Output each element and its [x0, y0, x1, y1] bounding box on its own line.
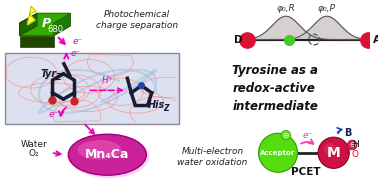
Text: ⊖: ⊖: [349, 140, 355, 150]
Text: φ₀,R: φ₀,R: [276, 4, 295, 13]
Text: 680: 680: [48, 25, 64, 34]
Text: Tyrosine as a
redox-active
intermediate: Tyrosine as a redox-active intermediate: [232, 64, 318, 113]
Text: H⁺: H⁺: [102, 76, 113, 85]
Text: A: A: [373, 35, 378, 45]
Text: e⁻: e⁻: [70, 49, 81, 58]
Text: Photochemical
charge separation: Photochemical charge separation: [96, 10, 178, 30]
Text: e⁻: e⁻: [72, 37, 82, 46]
Text: e⁻: e⁻: [48, 110, 59, 119]
Text: O: O: [352, 150, 359, 159]
Circle shape: [318, 137, 349, 168]
Text: M: M: [327, 146, 341, 160]
Circle shape: [259, 133, 297, 172]
Text: e⁻: e⁻: [303, 131, 313, 140]
Polygon shape: [27, 7, 36, 25]
Ellipse shape: [69, 135, 149, 178]
Polygon shape: [20, 13, 37, 36]
Text: Water: Water: [21, 140, 48, 150]
Text: D: D: [234, 35, 242, 45]
Text: ⊖: ⊖: [283, 131, 289, 140]
Text: P: P: [41, 17, 50, 31]
Text: Multi-electron
water oxidation: Multi-electron water oxidation: [178, 147, 248, 167]
Text: O₂: O₂: [29, 149, 39, 158]
Text: Tyr: Tyr: [41, 69, 57, 79]
Text: B: B: [345, 128, 352, 138]
Ellipse shape: [68, 134, 146, 175]
Text: Mn₄Ca: Mn₄Ca: [85, 148, 130, 161]
Text: H: H: [352, 140, 358, 150]
FancyBboxPatch shape: [5, 53, 178, 124]
Ellipse shape: [77, 140, 121, 160]
Text: Acceptor: Acceptor: [260, 150, 296, 156]
Polygon shape: [54, 13, 70, 36]
Text: His: His: [148, 100, 166, 110]
Circle shape: [324, 143, 336, 155]
Polygon shape: [20, 36, 54, 47]
Text: PCET: PCET: [291, 167, 321, 177]
Text: Z: Z: [56, 73, 61, 82]
Circle shape: [281, 130, 291, 140]
Text: φ₀,P: φ₀,P: [318, 4, 336, 13]
Circle shape: [347, 140, 357, 150]
Polygon shape: [20, 13, 70, 36]
Text: Z: Z: [163, 104, 169, 113]
